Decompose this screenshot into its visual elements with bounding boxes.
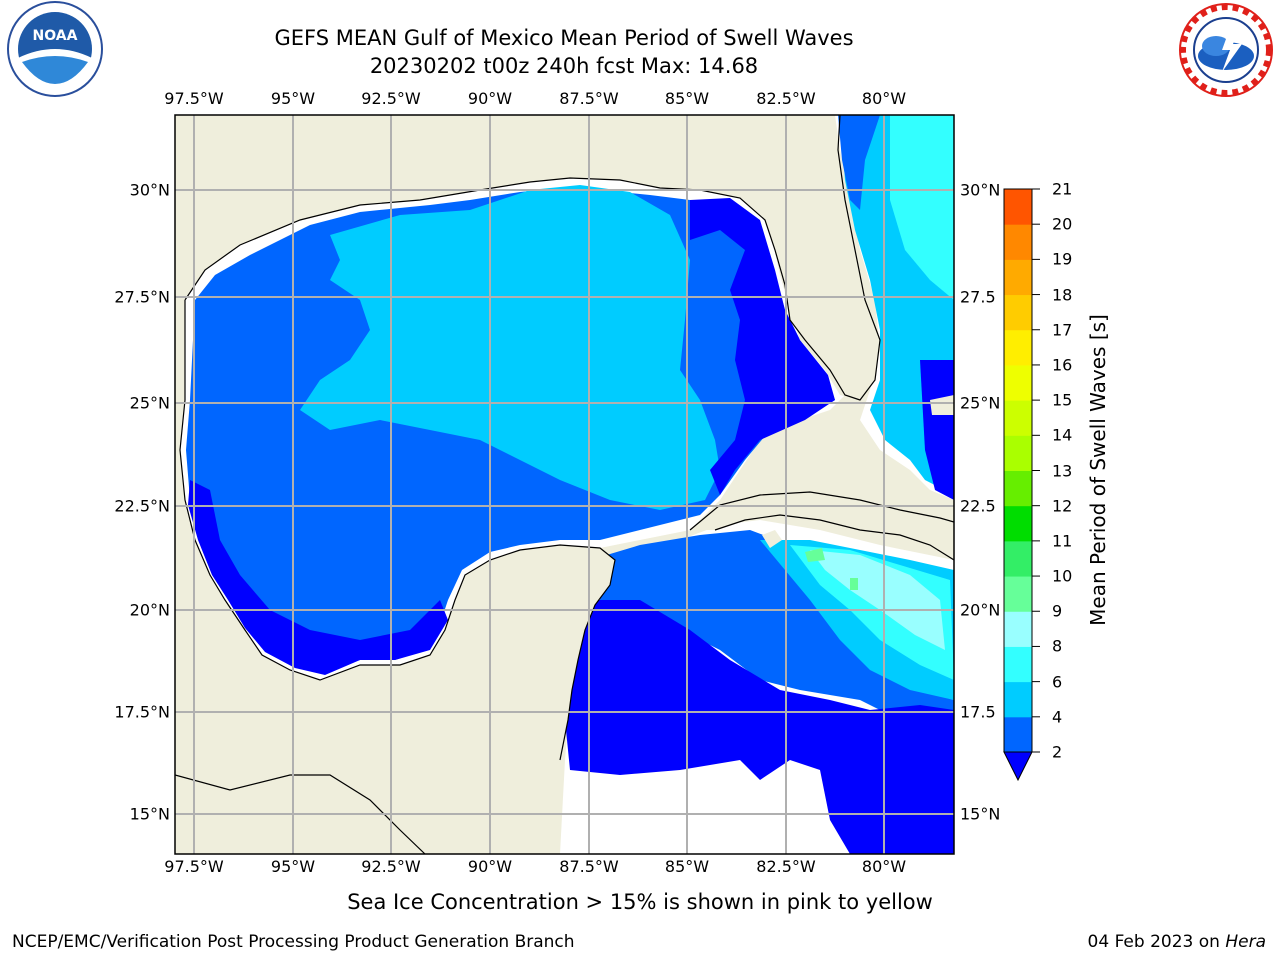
- lat-tick-right: 30°N: [960, 180, 1001, 200]
- lon-tick-bottom: 85°W: [664, 857, 710, 876]
- credit-machine: Hera: [1225, 932, 1266, 952]
- florida: [760, 198, 880, 400]
- lon-tick-top: 97.5°W: [164, 89, 224, 108]
- colorbar-tick-label: 15: [1052, 390, 1073, 410]
- colorbar-tick-label: 16: [1052, 355, 1073, 375]
- colorbar-tick-label: 4: [1052, 707, 1063, 727]
- lon-tick-bottom: 90°W: [467, 857, 513, 876]
- colorbar-tick-label: 20: [1052, 214, 1073, 234]
- colorbar-tick-label: 17: [1052, 320, 1073, 340]
- swell-band-8-9-caribbean: [810, 550, 945, 650]
- colorbar-tick-label: 19: [1052, 249, 1073, 269]
- colorbar-band: [1004, 435, 1032, 471]
- lon-tick-bottom: 82.5°W: [756, 857, 816, 876]
- lat-tick-right: 20°N: [960, 600, 1001, 620]
- colorbar-tick-label: 9: [1052, 601, 1063, 621]
- lon-tick-top: 90°W: [467, 89, 513, 108]
- lat-tick-right: 25°N: [960, 393, 1001, 413]
- lat-tick-left: 30°N: [129, 180, 170, 200]
- lon-tick-top: 92.5°W: [361, 89, 421, 108]
- national-weather-service-logo: [1179, 3, 1273, 97]
- credit-on-text: on: [1198, 932, 1220, 952]
- colorbar-tick-label: 21: [1052, 179, 1073, 199]
- lat-tick-left: 15°N: [129, 804, 170, 824]
- colorbar-band: [1004, 716, 1032, 753]
- map-subtitle: 20230202 t00z 240h fcst Max: 14.68: [369, 54, 759, 78]
- lat-tick-left: 20°N: [129, 600, 170, 620]
- lat-tick-right: 17.5: [960, 702, 996, 722]
- lon-tick-top: 87.5°W: [559, 89, 619, 108]
- swell-band-2-4-atlantic: [838, 115, 880, 210]
- colorbar-band: [1004, 646, 1032, 683]
- colorbar-tick-label: 6: [1052, 672, 1063, 692]
- colorbar-band: [1004, 329, 1032, 366]
- colorbar-frame: [1003, 188, 1033, 753]
- credit-date: 04 Feb 2023 on Hera: [1088, 932, 1266, 952]
- swell-band-4-6-gulf: [300, 185, 720, 510]
- lat-tick-right: 22.5: [960, 496, 996, 516]
- colorbar-band: [1004, 681, 1032, 718]
- noaa-logo: NOAA: [7, 1, 103, 97]
- lon-tick-top: 80°W: [861, 89, 907, 108]
- colorbar-band: [1004, 505, 1032, 542]
- lon-tick-bottom: 80°W: [861, 857, 907, 876]
- colorbar-band: [1004, 294, 1032, 331]
- colorbar-tick-label: 13: [1052, 461, 1073, 480]
- swell-band-under-2-atlantic: [920, 360, 954, 500]
- colorbar-tick-label: 10: [1052, 566, 1073, 586]
- colorbar-under-arrow: [1003, 751, 1033, 782]
- svg-text:NOAA: NOAA: [33, 28, 78, 44]
- colorbar-band: [1004, 470, 1032, 507]
- colorbar-tick-label: 11: [1052, 531, 1073, 551]
- lon-tick-top: 95°W: [270, 89, 316, 108]
- colorbar-band: [1004, 400, 1032, 436]
- swell-band-2-4-caribbean: [590, 530, 954, 720]
- lat-tick-left: 27.5°N: [114, 287, 170, 307]
- colorbar-band: [1004, 259, 1032, 296]
- lon-tick-bottom: 97.5°W: [164, 857, 224, 876]
- cuba: [690, 492, 954, 560]
- swell-band-under-2-west: [188, 480, 448, 675]
- colorbar-tick-label: 8: [1052, 636, 1063, 656]
- lat-tick-left: 17.5°N: [114, 702, 170, 722]
- swell-band-9-10-patch: [805, 548, 825, 562]
- lon-tick-top: 85°W: [664, 89, 710, 108]
- colorbar-tick-label: 12: [1052, 496, 1073, 516]
- credit-branch: NCEP/EMC/Verification Post Processing Pr…: [12, 932, 575, 952]
- lat-tick-right: 15°N: [960, 804, 1001, 824]
- map-content: [175, 115, 954, 854]
- colorbar-band: [1004, 576, 1032, 612]
- coastline: [175, 115, 954, 854]
- lat-tick-left: 22.5°N: [114, 496, 170, 516]
- lon-tick-bottom: 92.5°W: [361, 857, 421, 876]
- colorbar-title: Mean Period of Swell Waves [s]: [1086, 314, 1110, 626]
- isle-of-youth: [762, 530, 782, 548]
- bahamas-island: [930, 395, 954, 415]
- colorbar-band: [1004, 364, 1032, 401]
- credit-date-text: 04 Feb 2023: [1087, 932, 1194, 952]
- colorbar-tick-label: 2: [1052, 742, 1063, 762]
- map-gridlines: [175, 115, 954, 854]
- map-frame: [174, 114, 955, 855]
- swell-band-under-2-east-gulf: [690, 198, 835, 495]
- lon-tick-bottom: 95°W: [270, 857, 316, 876]
- lat-tick-right: 27.5: [960, 287, 996, 307]
- swell-band-9-10-patch-2: [850, 578, 858, 590]
- lon-tick-bottom: 87.5°W: [559, 857, 619, 876]
- colorbar-band: [1004, 540, 1032, 577]
- honduras-coast-white: [755, 760, 830, 854]
- lat-tick-left: 25°N: [129, 393, 170, 413]
- colorbar-tick-label: 14: [1052, 425, 1073, 445]
- colorbar-band: [1004, 189, 1032, 225]
- sea-ice-note: Sea Ice Concentration > 15% is shown in …: [347, 890, 933, 914]
- colorbar-tick-label: 18: [1052, 285, 1073, 305]
- map-title: GEFS MEAN Gulf of Mexico Mean Period of …: [274, 26, 854, 50]
- lon-tick-top: 82.5°W: [756, 89, 816, 108]
- colorbar-band: [1004, 224, 1032, 260]
- colorbar: [1004, 188, 1040, 753]
- swell-band-6-8-atlantic: [890, 115, 954, 300]
- swell-band-under-2-caribbean: [565, 600, 954, 854]
- colorbar-band: [1004, 611, 1032, 647]
